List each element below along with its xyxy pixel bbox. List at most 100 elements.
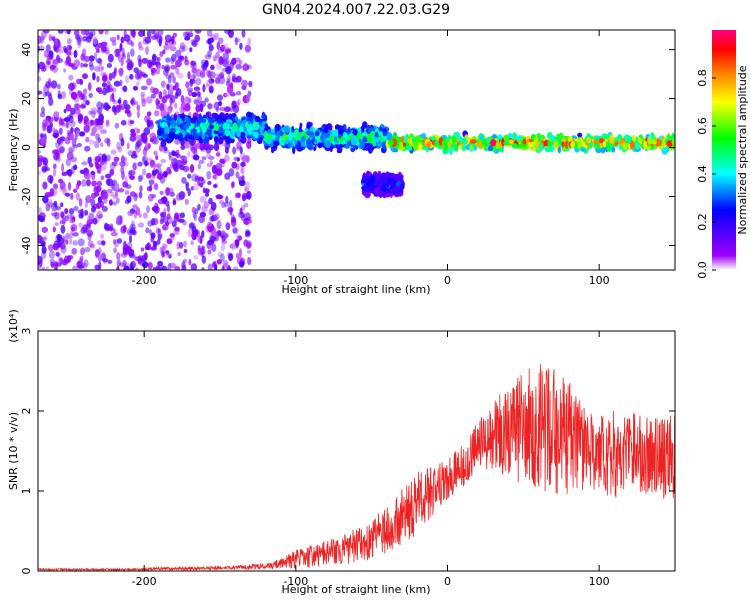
spectrogram-cell [53, 111, 60, 118]
spectrogram-cell [497, 134, 503, 139]
spectrogram-cell [239, 131, 246, 138]
spectrogram-cell [229, 107, 234, 112]
spectrogram-cell [59, 242, 66, 250]
spectrogram-cell [215, 194, 223, 200]
spectrogram-cell [168, 130, 175, 140]
spectrogram-cell [70, 91, 78, 100]
spectrogram-cell [165, 250, 170, 255]
spectrogram-cell [179, 42, 186, 50]
spectrogram-cell [218, 200, 225, 205]
spectrogram-cell [120, 252, 128, 258]
spectrogram-cell [100, 175, 105, 181]
spectrogram-cell [64, 137, 71, 145]
spectrogram-cell [54, 262, 62, 267]
spectrogram-cell [147, 261, 153, 270]
spectrogram-cell [122, 85, 128, 93]
spectrogram-cell [97, 42, 104, 48]
spectrogram-cell [98, 214, 103, 219]
spectrogram-cell [207, 249, 212, 255]
spectrogram-cell [140, 94, 145, 102]
spectrogram-cell [187, 71, 191, 80]
spectrogram-cell [279, 137, 285, 146]
spectrogram-cell [252, 121, 259, 131]
spectrogram-cell [194, 175, 200, 183]
spectrogram-cell [219, 44, 226, 52]
spectrogram-cell [247, 219, 253, 224]
spectrogram-cell [88, 61, 93, 68]
spectrogram-cell [136, 104, 141, 112]
spectrogram-cell [96, 210, 103, 219]
spectrogram-cell [136, 128, 141, 134]
spectrogram-cell [238, 248, 243, 258]
spectrogram-cell [153, 68, 161, 75]
spectrogram-cell [234, 192, 241, 199]
spectrogram-cell [201, 267, 205, 270]
spectrogram-cell [490, 139, 497, 147]
spectrogram-cell [266, 138, 272, 144]
spectrogram-cell [76, 78, 82, 85]
spectrogram-cell [201, 132, 205, 140]
spectrogram-cell [87, 156, 92, 165]
spectrogram-cell [309, 122, 313, 127]
spectrogram-cell [110, 149, 117, 155]
spectrogram-cell [292, 146, 296, 155]
spectrogram-cell [157, 166, 162, 176]
spectrogram-cell [530, 141, 537, 146]
spectrogram-cell [199, 248, 206, 255]
spectrogram-cell [155, 265, 159, 270]
spectrogram-cell [45, 61, 52, 68]
spectrogram-cell [98, 90, 104, 95]
spectrogram-cell [215, 107, 219, 112]
spectrogram-cell [223, 106, 231, 113]
spectrogram-cell [88, 110, 92, 115]
spectrogram-cell [267, 129, 271, 135]
spectrogram-cell [101, 46, 107, 53]
spectrogram-cell [218, 107, 226, 111]
spectrogram-cell [134, 142, 140, 150]
spectrogram-cell [192, 154, 200, 161]
spectrogram-cell [74, 133, 78, 141]
spectrogram-cell [240, 213, 246, 221]
spectrogram-cell [205, 192, 209, 197]
spectrogram-cell [41, 236, 47, 242]
spectrogram-cell [629, 140, 635, 150]
spectrogram-cell [72, 240, 78, 246]
spectrogram-cell [170, 64, 178, 70]
spectrogram-cell [47, 244, 54, 252]
spectrogram-cell [214, 213, 220, 221]
spectrogram-cell [157, 260, 164, 267]
spectrogram-cell [240, 166, 245, 175]
spectrogram-cell [138, 174, 144, 181]
spectrogram-cell [121, 154, 125, 163]
spectrogram-cell [456, 136, 463, 142]
spectrogram-cell [42, 195, 49, 204]
spectrogram-cell [159, 190, 164, 195]
spectrogram-cell [120, 137, 125, 147]
spectrogram-cell [363, 175, 369, 181]
spectrogram-cell [77, 41, 82, 49]
spectrogram-cell [179, 113, 185, 119]
spectrogram-cell [166, 114, 170, 122]
spectrogram-cell [593, 143, 598, 148]
spectrogram-cell [386, 131, 393, 141]
spectrogram-cell [362, 121, 368, 129]
spectrogram-cell [58, 127, 63, 135]
spectrogram-cell [252, 131, 259, 138]
spectrogram-cell [323, 127, 329, 133]
spectrogram-cell [91, 171, 96, 181]
spectrogram-cell [42, 65, 47, 72]
spectrogram-cell [158, 91, 163, 100]
spectrogram-cell [70, 156, 78, 163]
spectrogram-cell [106, 154, 111, 162]
spectrogram-cell [216, 94, 224, 101]
spectrogram-cell [48, 34, 52, 42]
spectrogram-cell [68, 237, 73, 246]
spectrogram-cell [162, 132, 167, 137]
spectrogram-cell [135, 267, 139, 270]
spectrogram-cell [130, 48, 135, 57]
spectrogram-cell [243, 202, 249, 208]
spectrogram-cell [59, 146, 65, 154]
spectrogram-cell [184, 198, 189, 205]
spectrogram-cell [68, 82, 75, 91]
spectrogram-cell [174, 139, 181, 145]
